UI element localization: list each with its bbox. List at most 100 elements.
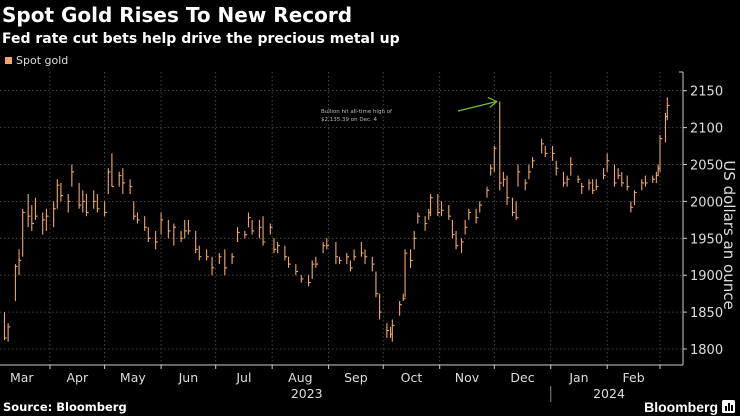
y-tick-label: 2150	[690, 85, 723, 100]
x-tick-label: Jun	[178, 370, 199, 385]
price-bar	[460, 238, 464, 254]
price-bar	[14, 264, 18, 302]
price-bar	[42, 212, 45, 235]
price-bar	[147, 227, 151, 242]
price-bar	[284, 245, 288, 261]
price-bar	[45, 208, 49, 231]
price-bar	[195, 230, 198, 254]
price-bar	[502, 171, 506, 187]
x-tick-label: Sep	[344, 370, 368, 385]
price-bar	[511, 197, 515, 217]
price-bar	[570, 157, 573, 176]
price-bar	[666, 97, 670, 121]
price-bar	[448, 205, 451, 220]
price-bar	[34, 197, 38, 220]
price-bar	[22, 208, 25, 257]
price-bar	[300, 275, 304, 283]
price-bar	[3, 312, 7, 341]
price-bar	[85, 194, 89, 217]
price-bar	[308, 275, 311, 287]
price-bar	[630, 201, 634, 213]
price-bar	[96, 194, 100, 213]
price-bar	[430, 194, 433, 217]
price-bar	[552, 146, 555, 161]
price-bar	[606, 153, 610, 172]
x-tick-label: May	[120, 370, 146, 385]
price-bar	[451, 219, 455, 239]
price-bar	[424, 216, 428, 231]
price-bar	[107, 168, 111, 195]
price-bar	[273, 238, 277, 254]
price-bar	[277, 241, 280, 254]
legend-label: Spot gold	[16, 54, 68, 67]
price-bar	[111, 153, 115, 188]
price-bar	[322, 241, 326, 254]
price-bar	[262, 216, 266, 246]
price-bar	[375, 271, 379, 298]
price-bar	[541, 138, 544, 154]
price-bar	[360, 241, 364, 257]
x-tick-label: Jul	[235, 370, 251, 385]
price-bar	[613, 164, 617, 187]
price-bar	[528, 164, 532, 180]
x-tick-label: Oct	[401, 370, 423, 385]
price-bar	[180, 230, 184, 242]
price-bar	[524, 179, 528, 191]
price-bar	[364, 249, 368, 265]
price-bar	[295, 264, 299, 276]
x-tick-label: Jan	[568, 370, 588, 385]
price-bar	[386, 323, 390, 338]
price-bar	[93, 190, 96, 209]
chart-subtitle: Fed rate cut bets help drive the preciou…	[2, 31, 400, 47]
price-bar	[218, 253, 222, 265]
price-bar	[326, 238, 329, 250]
price-bar	[409, 249, 413, 268]
y-tick-label: 2000	[690, 195, 723, 210]
price-bar	[402, 293, 406, 302]
price-bar	[517, 164, 521, 187]
price-bar	[417, 212, 421, 224]
price-bar	[626, 175, 630, 191]
price-bar	[82, 190, 85, 213]
price-bar	[56, 179, 60, 209]
price-bar	[122, 168, 126, 195]
price-bar	[224, 249, 228, 276]
price-bar	[595, 179, 599, 191]
annotation: Bullion hit all-time high of $2,135.39 o…	[321, 96, 498, 123]
price-bar	[27, 194, 31, 228]
price-bar	[592, 179, 595, 195]
price-bar	[464, 219, 468, 235]
price-bar	[475, 208, 479, 224]
price-bar	[160, 212, 164, 235]
x-tick-label: Apr	[67, 370, 89, 385]
price-bar	[468, 208, 472, 220]
price-bar	[187, 219, 191, 235]
x-year-label: 2023	[291, 386, 323, 401]
price-bar	[371, 256, 375, 272]
price-bar	[31, 205, 34, 231]
x-year-label: 2024	[593, 386, 625, 401]
annotation-line-2: $2,135.39 on Dec. 4	[321, 117, 377, 123]
x-axis: Mar Apr May Jun Jul Aug Sep Oct Nov Dec Jan Feb 2023…	[0, 364, 683, 402]
price-bar	[603, 168, 606, 180]
price-bar	[577, 175, 581, 183]
price-bar	[251, 219, 255, 235]
price-bar	[531, 157, 535, 169]
price-bar	[71, 164, 75, 187]
annotation-arrow-icon	[457, 96, 498, 112]
price-bar	[493, 146, 497, 172]
price-bar	[7, 323, 11, 342]
price-bar	[167, 219, 171, 239]
price-bar	[455, 230, 459, 250]
price-bar	[60, 182, 64, 202]
y-tick-label: 2050	[690, 159, 723, 174]
price-bar	[633, 190, 637, 206]
price-bar	[437, 194, 441, 217]
price-bar	[413, 230, 417, 250]
price-bar	[67, 194, 71, 213]
price-bar	[562, 171, 566, 187]
gridlines	[0, 72, 683, 365]
price-bar	[555, 160, 559, 176]
source-note: Source: Bloomberg	[3, 400, 127, 414]
